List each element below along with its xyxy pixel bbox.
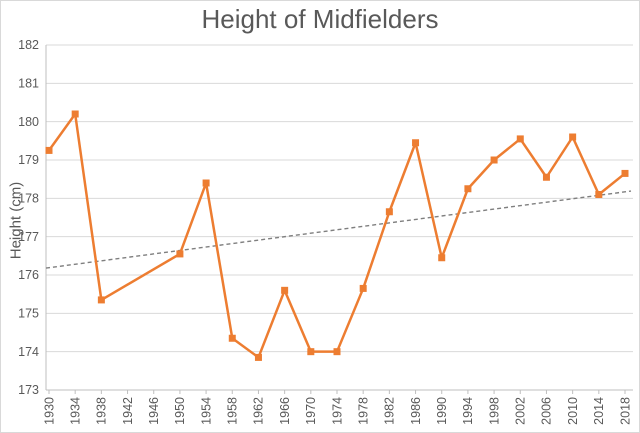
data-point-marker xyxy=(464,185,472,193)
x-tick-label: 1958 xyxy=(226,397,240,425)
data-point-marker xyxy=(595,191,603,198)
data-point-marker xyxy=(490,156,498,164)
x-tick-label: 1998 xyxy=(487,397,501,425)
x-tick-label: 1938 xyxy=(95,397,109,425)
data-point-marker xyxy=(412,139,420,147)
data-point-marker xyxy=(202,179,210,187)
data-point-marker xyxy=(438,254,446,262)
x-tick-label: 2010 xyxy=(566,397,580,425)
y-tick-label: 176 xyxy=(18,268,39,282)
data-point-marker xyxy=(228,334,236,342)
x-tick-label: 1946 xyxy=(147,397,161,425)
x-tick-label: 1970 xyxy=(304,397,318,425)
x-tick-label: 1966 xyxy=(278,397,292,425)
data-point-marker xyxy=(569,133,577,141)
data-point-marker xyxy=(281,286,289,294)
x-tick-label: 1954 xyxy=(199,397,213,425)
x-tick-label: 1978 xyxy=(356,397,370,425)
data-point-marker xyxy=(254,353,262,361)
x-tick-label: 1990 xyxy=(435,397,449,425)
x-tick-label: 1930 xyxy=(42,397,56,425)
y-tick-label: 179 xyxy=(18,153,39,167)
data-point-marker xyxy=(542,173,550,181)
data-point-marker xyxy=(71,110,79,118)
y-tick-label: 180 xyxy=(18,115,39,129)
data-point-marker xyxy=(359,284,367,292)
y-tick-label: 173 xyxy=(18,383,39,397)
x-tick-label: 1986 xyxy=(409,397,423,425)
x-tick-label: 1934 xyxy=(68,397,82,425)
x-tick-label: 2018 xyxy=(618,397,632,425)
x-tick-label: 1994 xyxy=(461,397,475,425)
x-tick-label: 1982 xyxy=(383,397,397,425)
data-point-marker xyxy=(176,250,184,258)
y-tick-label: 175 xyxy=(18,307,39,321)
y-tick-label: 181 xyxy=(18,77,39,91)
trendline xyxy=(45,190,632,269)
data-point-marker xyxy=(307,348,315,356)
y-tick-label: 174 xyxy=(18,345,39,359)
data-point-marker xyxy=(333,348,341,356)
y-tick-label: 177 xyxy=(18,230,39,244)
x-tick-label: 2014 xyxy=(592,397,606,425)
y-tick-label: 178 xyxy=(18,192,39,206)
x-tick-label: 2006 xyxy=(540,397,554,425)
chart-title: Height of Midfielders xyxy=(201,4,439,34)
x-tick-label: 2002 xyxy=(514,397,528,425)
x-tick-label: 1962 xyxy=(252,397,266,425)
x-tick-label: 1950 xyxy=(173,397,187,425)
x-tick-label: 1974 xyxy=(330,397,344,425)
y-tick-label: 182 xyxy=(18,38,39,52)
data-point-marker xyxy=(97,296,105,304)
data-point-marker xyxy=(621,169,629,177)
data-series-line xyxy=(47,112,627,359)
x-tick-label: 1942 xyxy=(121,397,135,425)
data-point-marker xyxy=(385,208,393,216)
data-point-marker xyxy=(45,146,53,154)
data-point-marker xyxy=(516,135,524,143)
